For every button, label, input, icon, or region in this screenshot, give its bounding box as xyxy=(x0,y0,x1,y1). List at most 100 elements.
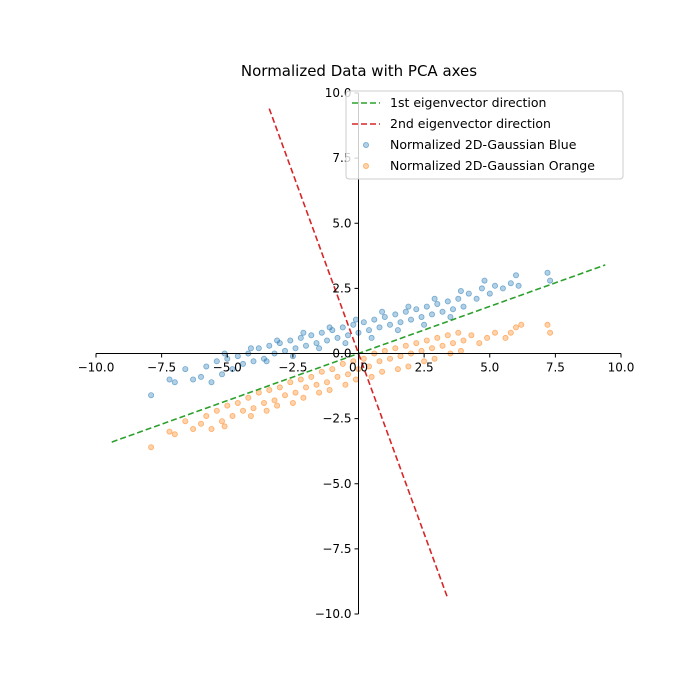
scatter-point xyxy=(350,321,357,328)
scatter-point xyxy=(397,319,404,326)
scatter-point xyxy=(276,384,283,391)
scatter-point xyxy=(507,329,514,336)
legend-orange: Normalized 2D-Gaussian Orange xyxy=(362,158,595,173)
scatter-point xyxy=(368,373,375,380)
scatter-point xyxy=(171,379,178,386)
x-tick-label: 2.5 xyxy=(415,361,434,375)
scatter-point xyxy=(334,334,341,341)
scatter-point xyxy=(499,285,506,292)
scatter-point xyxy=(323,337,330,344)
scatter-point xyxy=(365,327,372,334)
scatter-point xyxy=(434,334,441,341)
scatter-point xyxy=(468,332,475,339)
scatter-point xyxy=(255,345,262,352)
legend-label: Normalized 2D-Gaussian Orange xyxy=(390,158,595,173)
scatter-point xyxy=(218,418,225,425)
chart-title: Normalized Data with PCA axes xyxy=(241,62,477,80)
scatter-point xyxy=(379,308,386,315)
scatter-point xyxy=(316,389,323,396)
scatter-point xyxy=(518,321,525,328)
scatter-point xyxy=(486,290,493,297)
scatter-point xyxy=(148,392,155,399)
scatter-point xyxy=(218,371,225,378)
scatter-point xyxy=(339,324,346,331)
scatter-point xyxy=(326,324,333,331)
scatter-point xyxy=(229,412,236,419)
y-tick-label: −10.0 xyxy=(315,607,352,621)
scatter-point xyxy=(379,368,386,375)
scatter-point xyxy=(368,334,375,341)
scatter-point xyxy=(297,376,304,383)
legend-label: 1st eigenvector direction xyxy=(390,95,546,110)
scatter-point xyxy=(239,360,246,367)
scatter-point xyxy=(439,308,446,315)
scatter-point xyxy=(203,412,210,419)
scatter-point xyxy=(455,295,462,302)
scatter-point xyxy=(203,363,210,370)
x-tick-label: −5.0 xyxy=(213,361,242,375)
scatter-point xyxy=(449,306,456,313)
x-tick-label: 7.5 xyxy=(546,361,565,375)
scatter-point xyxy=(323,379,330,386)
scatter-point xyxy=(289,399,296,406)
scatter-point xyxy=(344,332,351,339)
scatter-point xyxy=(439,342,446,349)
x-tick-label: −10.0 xyxy=(78,361,115,375)
scatter-point xyxy=(313,340,320,347)
scatter-point xyxy=(250,358,257,365)
scatter-point xyxy=(234,353,241,360)
scatter-point xyxy=(428,311,435,318)
scatter-point xyxy=(402,342,409,349)
y-tick-label: −2.5 xyxy=(322,412,351,426)
scatter-point xyxy=(213,358,220,365)
scatter-point xyxy=(431,295,438,302)
scatter-point xyxy=(334,373,341,380)
scatter-point xyxy=(421,358,428,365)
y-tick-label: 10.0 xyxy=(325,86,352,100)
scatter-point xyxy=(300,329,307,336)
eigenvector-2-line xyxy=(268,108,449,599)
scatter-point xyxy=(281,347,288,354)
scatter-point xyxy=(326,386,333,393)
scatter-point xyxy=(247,345,254,352)
scatter-point xyxy=(171,431,178,438)
scatter-point xyxy=(271,397,278,404)
scatter-point xyxy=(544,269,551,276)
scatter-point xyxy=(148,444,155,451)
scatter-point xyxy=(274,402,281,409)
scatter-point xyxy=(418,313,425,320)
scatter-point xyxy=(371,316,378,323)
y-tick-label: 2.5 xyxy=(332,281,351,295)
y-tick-label: −7.5 xyxy=(322,542,351,556)
scatter-point xyxy=(213,407,220,414)
series-orange xyxy=(148,321,554,451)
scatter-point xyxy=(423,337,430,344)
scatter-point xyxy=(421,321,428,328)
scatter-point xyxy=(386,321,393,328)
scatter-point xyxy=(274,337,281,344)
scatter-point xyxy=(329,366,336,373)
scatter-point xyxy=(413,340,420,347)
scatter-point xyxy=(234,399,241,406)
scatter-points xyxy=(148,269,554,451)
scatter-point xyxy=(405,303,412,310)
scatter-point xyxy=(444,298,451,305)
scatter-point xyxy=(308,373,315,380)
scatter-point xyxy=(166,428,173,435)
scatter-point xyxy=(386,355,393,362)
legend-eigenvector-1: 1st eigenvector direction xyxy=(352,95,546,110)
scatter-point xyxy=(166,376,173,383)
scatter-point xyxy=(418,347,425,354)
scatter-point xyxy=(339,360,346,367)
legend-marker-swatch xyxy=(362,141,369,148)
legend-box xyxy=(345,90,624,180)
y-tick-label: 0.0 xyxy=(332,347,351,361)
scatter-point xyxy=(190,376,197,383)
x-tick-label: 0.0 xyxy=(349,361,368,375)
scatter-point xyxy=(316,345,323,352)
scatter-point xyxy=(544,321,551,328)
legend-marker-swatch xyxy=(362,162,369,169)
scatter-point xyxy=(302,384,309,391)
scatter-point xyxy=(502,334,509,341)
